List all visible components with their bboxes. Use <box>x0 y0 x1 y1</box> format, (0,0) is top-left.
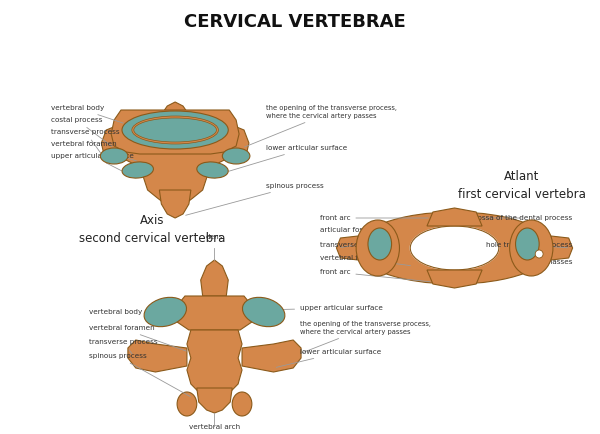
Text: upper articular surface: upper articular surface <box>263 305 383 311</box>
Polygon shape <box>111 110 239 154</box>
Polygon shape <box>128 340 187 372</box>
Text: upper articular surface: upper articular surface <box>51 153 134 171</box>
Text: CERVICAL VERTEBRAE: CERVICAL VERTEBRAE <box>184 13 406 31</box>
Ellipse shape <box>410 226 499 270</box>
Text: spinous process: spinous process <box>89 353 190 397</box>
Ellipse shape <box>100 148 128 164</box>
Text: vertebral foramen: vertebral foramen <box>89 325 186 351</box>
Ellipse shape <box>535 250 543 258</box>
Ellipse shape <box>132 116 218 144</box>
Polygon shape <box>551 236 572 260</box>
Text: the opening of the transverse process,
where the cervical artery passes: the opening of the transverse process, w… <box>300 321 431 353</box>
Text: Axis
second cervical vertebra: Axis second cervical vertebra <box>79 214 226 246</box>
Ellipse shape <box>515 228 539 260</box>
Text: costal process: costal process <box>51 117 112 146</box>
Text: the opening of the transverse process,
where the cervical artery passes: the opening of the transverse process, w… <box>245 105 397 147</box>
Text: dens: dens <box>206 234 223 240</box>
Text: vertebral arch: vertebral arch <box>189 424 240 430</box>
Ellipse shape <box>122 111 228 149</box>
Polygon shape <box>175 296 254 330</box>
Ellipse shape <box>368 228 392 260</box>
Text: Atlant
first cervical vertebra: Atlant first cervical vertebra <box>458 170 586 201</box>
Text: transverse process: transverse process <box>51 129 120 156</box>
Text: front arc: front arc <box>320 215 428 221</box>
Text: vertebral foramen: vertebral foramen <box>320 255 410 266</box>
Ellipse shape <box>509 220 553 276</box>
Ellipse shape <box>242 297 285 327</box>
Polygon shape <box>337 236 358 260</box>
Ellipse shape <box>356 220 400 276</box>
Ellipse shape <box>410 226 499 270</box>
Polygon shape <box>187 330 242 398</box>
Polygon shape <box>427 208 482 226</box>
Ellipse shape <box>356 212 553 284</box>
Text: vertebral foramen: vertebral foramen <box>51 141 137 161</box>
Text: articular fossa: articular fossa <box>320 227 385 240</box>
Text: lower articular surface: lower articular surface <box>276 349 382 367</box>
Ellipse shape <box>197 162 228 178</box>
Text: transverse process: transverse process <box>320 242 388 248</box>
Ellipse shape <box>122 162 154 178</box>
Text: lower articular surface: lower articular surface <box>229 145 347 171</box>
Text: fossa of the dental process: fossa of the dental process <box>475 215 572 221</box>
Ellipse shape <box>223 148 250 164</box>
Ellipse shape <box>144 297 187 327</box>
Polygon shape <box>197 388 232 413</box>
Polygon shape <box>242 340 301 372</box>
Text: transverse process: transverse process <box>89 339 157 354</box>
Text: vertebral body: vertebral body <box>89 308 170 315</box>
Text: hole transverse process: hole transverse process <box>487 242 572 248</box>
Polygon shape <box>201 260 228 296</box>
Polygon shape <box>427 270 482 288</box>
Ellipse shape <box>232 392 252 416</box>
Polygon shape <box>101 102 249 206</box>
Text: lateral masses: lateral masses <box>520 259 572 265</box>
Ellipse shape <box>177 392 197 416</box>
Ellipse shape <box>134 118 217 142</box>
Text: vertebral body: vertebral body <box>51 105 124 123</box>
Polygon shape <box>160 190 191 218</box>
Text: spinous process: spinous process <box>185 183 323 215</box>
Text: front arc: front arc <box>320 269 430 282</box>
